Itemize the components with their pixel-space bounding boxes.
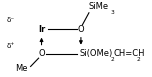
Text: δ⁻: δ⁻ (7, 17, 15, 23)
Text: 2: 2 (111, 57, 115, 62)
Text: δ⁺: δ⁺ (7, 43, 15, 49)
Text: CH=CH: CH=CH (113, 49, 145, 58)
Text: 3: 3 (111, 10, 115, 15)
Text: Si(OMe): Si(OMe) (79, 49, 113, 58)
Text: O: O (78, 25, 84, 34)
Text: 2: 2 (137, 57, 141, 62)
Text: Me: Me (15, 64, 27, 73)
Text: Ir: Ir (38, 25, 45, 34)
Text: SiMe: SiMe (88, 2, 108, 11)
Text: O: O (38, 49, 45, 58)
